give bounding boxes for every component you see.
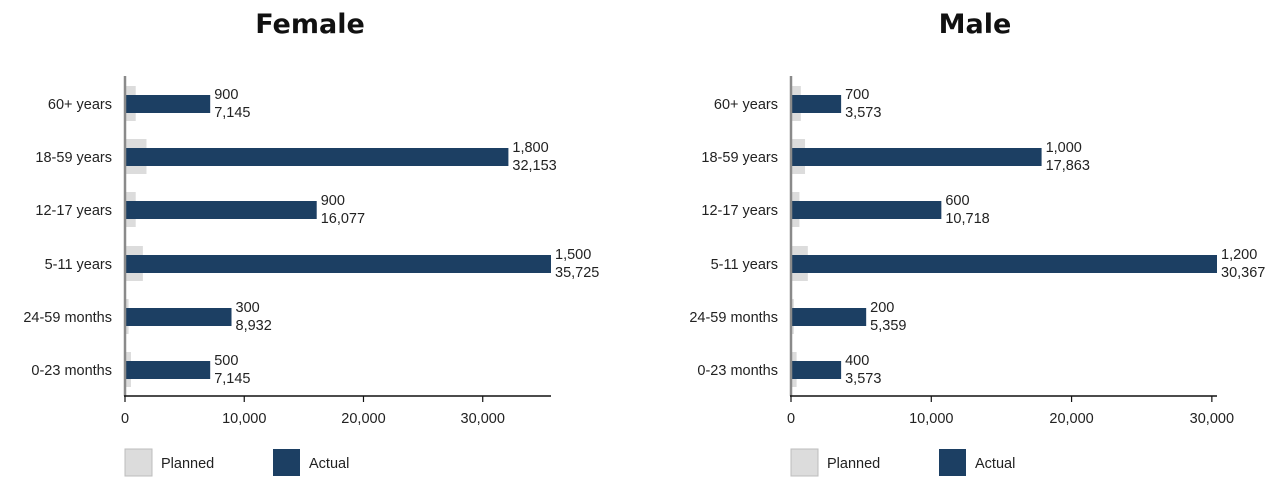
bar-actual (791, 95, 842, 113)
value-label-planned: 1,500 (555, 247, 591, 263)
value-label-actual: 7,145 (214, 371, 250, 387)
chart-1: Male 60+ years 700 3,573 18-59 years 1,000 17,… (689, 9, 1265, 477)
x-tick-label: 10,000 (909, 411, 953, 427)
category-label: 18-59 years (35, 150, 112, 166)
value-label-planned: 600 (945, 193, 969, 209)
chart-title: Female (255, 9, 365, 40)
category-label: 60+ years (48, 97, 112, 113)
x-tick-label: 30,000 (461, 411, 505, 427)
value-label-planned: 200 (870, 300, 894, 316)
category-label: 24-59 months (689, 310, 778, 326)
bar-actual (791, 361, 842, 379)
value-label-actual: 3,573 (845, 105, 881, 121)
value-label-actual: 8,932 (236, 318, 272, 334)
bar-actual (125, 201, 317, 219)
legend-swatch-planned (790, 448, 819, 477)
legend-label-planned: Planned (827, 456, 880, 472)
x-tick-label: 20,000 (341, 411, 385, 427)
legend-label-actual: Actual (975, 456, 1015, 472)
x-tick-label: 0 (787, 411, 795, 427)
x-tick-label: 0 (121, 411, 129, 427)
legend-label-actual: Actual (309, 456, 349, 472)
value-label-actual: 16,077 (321, 211, 365, 227)
bar-actual (125, 95, 211, 113)
legend-label-planned: Planned (161, 456, 214, 472)
x-tick-label: 30,000 (1190, 411, 1234, 427)
category-label: 60+ years (714, 97, 778, 113)
value-label-planned: 700 (845, 87, 869, 103)
value-label-planned: 1,200 (1221, 247, 1257, 263)
bar-actual (791, 308, 867, 326)
value-label-planned: 900 (321, 193, 345, 209)
value-label-planned: 1,000 (1046, 140, 1082, 156)
value-label-actual: 17,863 (1046, 158, 1090, 174)
value-label-actual: 3,573 (845, 371, 881, 387)
category-label: 5-11 years (45, 257, 112, 273)
bar-actual (791, 148, 1042, 166)
category-label: 0-23 months (697, 363, 778, 379)
bar-actual (125, 361, 211, 379)
category-label: 12-17 years (35, 203, 112, 219)
value-label-actual: 35,725 (555, 265, 599, 281)
category-label: 18-59 years (701, 150, 778, 166)
category-label: 24-59 months (23, 310, 112, 326)
value-label-actual: 7,145 (214, 105, 250, 121)
bar-actual (125, 255, 551, 273)
legend-swatch-actual (273, 449, 300, 476)
value-label-actual: 10,718 (945, 211, 989, 227)
value-label-actual: 32,153 (512, 158, 556, 174)
chart-0: Female 60+ years 900 7,145 18-59 years 1,800 3… (23, 9, 599, 477)
category-label: 5-11 years (711, 257, 778, 273)
value-label-actual: 5,359 (870, 318, 906, 334)
category-label: 12-17 years (701, 203, 778, 219)
bar-actual (791, 255, 1217, 273)
x-tick-label: 20,000 (1049, 411, 1093, 427)
value-label-planned: 500 (214, 353, 238, 369)
value-label-planned: 900 (214, 87, 238, 103)
value-label-planned: 300 (236, 300, 260, 316)
bar-actual (125, 148, 509, 166)
x-tick-label: 10,000 (222, 411, 266, 427)
bar-actual (791, 201, 942, 219)
value-label-planned: 1,800 (512, 140, 548, 156)
value-label-actual: 30,367 (1221, 265, 1265, 281)
bar-actual (125, 308, 232, 326)
category-label: 0-23 months (31, 363, 112, 379)
legend-swatch-planned (124, 448, 153, 477)
value-label-planned: 400 (845, 353, 869, 369)
legend-swatch-actual (939, 449, 966, 476)
chart-title: Male (939, 9, 1012, 40)
